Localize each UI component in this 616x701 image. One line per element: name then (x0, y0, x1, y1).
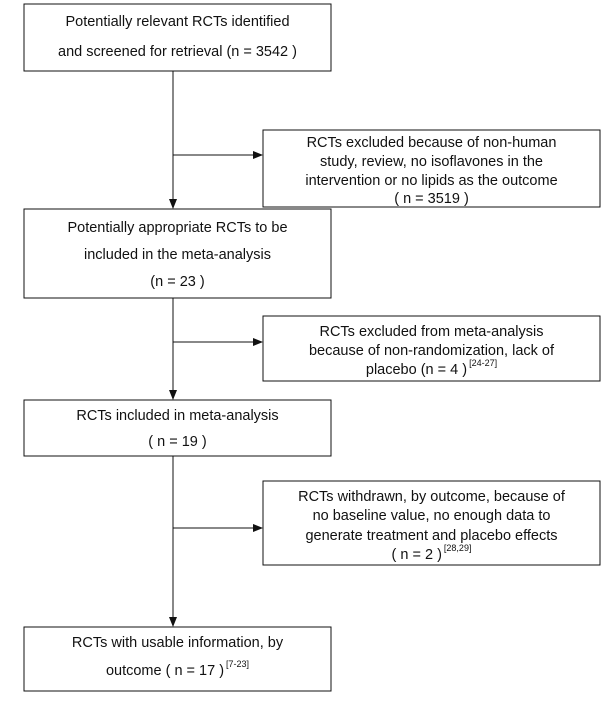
box-text: study, review, no isoflavones in the (320, 154, 543, 170)
box (262, 129, 601, 208)
box-text: outcome ( n = 17 ) [7-23] (106, 659, 249, 678)
box-text: RCTs included in meta-analysis (76, 408, 278, 424)
box-text: ( n = 2 ) [28,29] (392, 543, 472, 562)
box-text: included in the meta-analysis (84, 247, 271, 263)
box-text-line: outcome ( n = 17 ) (106, 663, 224, 679)
box-text: and screened for retrieval (n = 3542 ) (58, 44, 297, 60)
box-text: ( n = 19 ) (148, 434, 206, 450)
box-text: (n = 23 ) (150, 274, 204, 290)
box-text: Potentially appropriate RCTs to be (67, 220, 287, 236)
box-text: generate treatment and placebo effects (305, 528, 557, 544)
box-text: ( n = 3519 ) (394, 191, 469, 207)
box (23, 208, 332, 299)
box-text-line: placebo (n = 4 ) (366, 362, 467, 378)
box-text: RCTs excluded because of non-human (307, 135, 557, 151)
box-text: RCTs with usable information, by (72, 635, 284, 651)
box (262, 315, 601, 382)
box-text: Potentially relevant RCTs identified (65, 14, 289, 30)
box-text: intervention or no lipids as the outcome (305, 173, 557, 189)
reference: [24-27] (469, 358, 497, 368)
box (23, 399, 332, 457)
box (262, 480, 601, 566)
box-text: because of non-randomization, lack of (309, 343, 555, 359)
box (23, 626, 332, 692)
box-text: RCTs withdrawn, by outcome, because of (298, 489, 566, 505)
box-text: placebo (n = 4 ) [24-27] (366, 358, 497, 377)
box (23, 3, 332, 72)
box-text: no baseline value, no enough data to (313, 508, 551, 524)
box-text-line: ( n = 2 ) (392, 547, 442, 563)
reference: [7-23] (226, 659, 249, 669)
box-text: RCTs excluded from meta-analysis (319, 324, 543, 340)
reference: [28,29] (444, 543, 472, 553)
